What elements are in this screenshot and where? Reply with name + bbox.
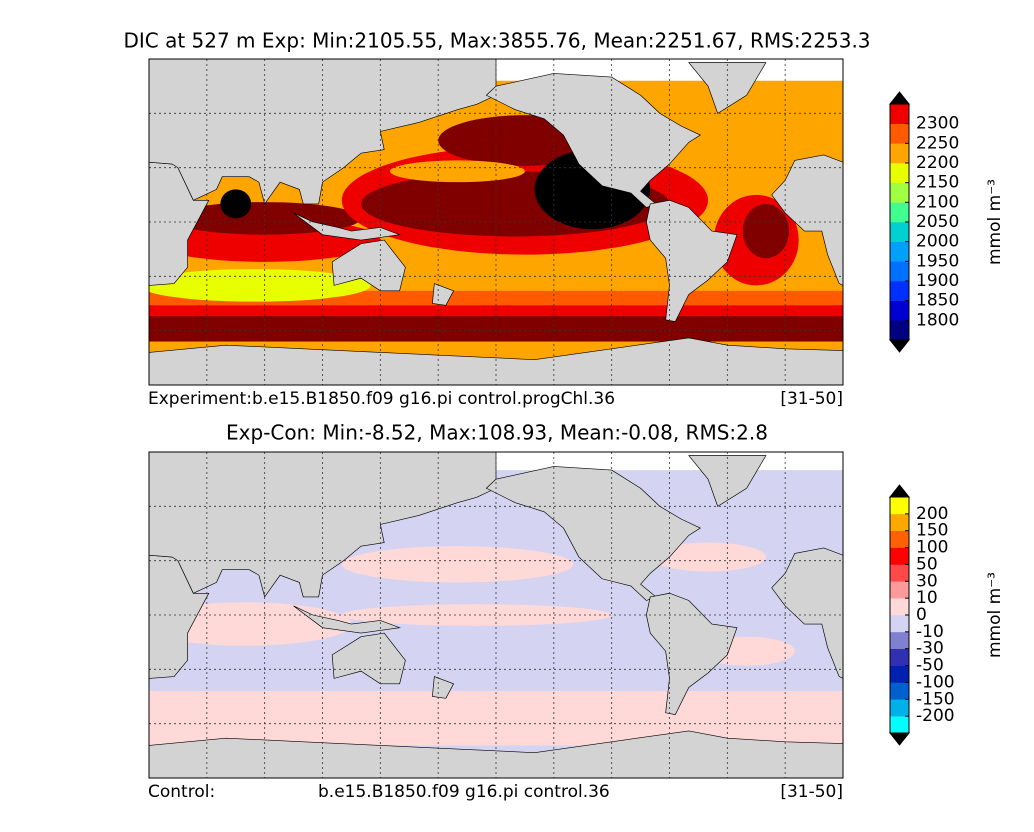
colorbar-tick-label: 1800	[916, 310, 959, 330]
colorbar-segment	[890, 300, 909, 321]
colorbar-tick-label: -200	[916, 706, 955, 726]
colorbar-tick-label: 50	[916, 554, 938, 574]
colorbar-tick-label: 0	[916, 605, 927, 625]
colorbar-segment	[890, 123, 909, 144]
colorbar-unit: mmol m⁻³	[985, 179, 1005, 265]
colorbar-tick-label: 2050	[916, 212, 959, 232]
colorbar-tick-label: 100	[916, 538, 948, 558]
colorbar-segment	[890, 497, 909, 515]
colorbar-segment	[890, 564, 909, 582]
colorbar-segment	[890, 615, 909, 633]
colorbar-extend-under	[888, 732, 911, 746]
colorbar-tick-label: -10	[916, 622, 944, 642]
colorbar-tick-label: -150	[916, 689, 955, 709]
colorbar-tick-label: -50	[916, 656, 944, 676]
panel-title: DIC at 527 m Exp: Min:2105.55, Max:3855.…	[123, 29, 870, 53]
colorbar: -200-150-100-50-30-100103050100150200mmo…	[888, 484, 1005, 746]
footer-text: b.e15.B1850.f09 g16.pi control.36	[318, 782, 610, 802]
colorbar-tick-label: 1850	[916, 291, 959, 311]
colorbar-tick-label: 30	[916, 571, 938, 591]
colorbar-tick-label: 1900	[916, 271, 959, 291]
map-frame	[148, 451, 844, 779]
colorbar-extend-over	[888, 484, 911, 498]
colorbar-segment	[890, 104, 909, 124]
colorbar-tick-label: 200	[916, 504, 948, 524]
colorbar-extend-over	[888, 91, 911, 105]
colorbar-tick-label: 2300	[916, 114, 959, 134]
colorbar-segment	[890, 143, 909, 164]
colorbar-segment	[890, 182, 909, 203]
colorbar-segment	[890, 241, 909, 262]
colorbar-segment	[890, 648, 909, 666]
colorbar-segment	[890, 631, 909, 650]
colorbar-tick-label: 2200	[916, 153, 959, 173]
map-frame	[148, 58, 844, 386]
footer-text: Control:	[148, 782, 215, 802]
colorbar-tick-label: 2000	[916, 232, 959, 252]
colorbar-tick-label: 2100	[916, 192, 959, 212]
graticule	[149, 59, 843, 385]
colorbar-segment	[890, 682, 909, 700]
colorbar-segment	[890, 699, 909, 717]
colorbar-segment	[890, 261, 909, 282]
colorbar-unit: mmol m⁻³	[985, 572, 1005, 658]
footer-text: Experiment:b.e15.B1850.f09 g16.pi contro…	[148, 389, 615, 409]
colorbar-segment	[890, 665, 909, 683]
colorbar-segment	[890, 547, 909, 565]
colorbar-segment	[890, 163, 909, 183]
colorbar-tick-label: -30	[916, 639, 944, 659]
colorbar-segment	[890, 581, 909, 599]
colorbar-segment	[890, 281, 909, 301]
colorbar-segment	[890, 320, 909, 341]
colorbar-extend-under	[888, 339, 911, 353]
colorbar-tick-label: 2150	[916, 173, 959, 193]
colorbar-segment	[890, 202, 909, 223]
panel-title: Exp-Con: Min:-8.52, Max:108.93, Mean:-0.…	[226, 421, 768, 445]
colorbar-tick-label: -100	[916, 672, 955, 692]
colorbar-tick-label: 1950	[916, 251, 959, 271]
graticule	[149, 452, 843, 778]
colorbar-segment	[890, 598, 909, 616]
colorbar-segment	[890, 513, 909, 532]
colorbar-segment	[890, 716, 909, 734]
colorbar-tick-label: 150	[916, 521, 948, 541]
footer-text: [31-50]	[780, 782, 843, 802]
colorbar-tick-label: 10	[916, 588, 938, 608]
colorbar-tick-label: 2250	[916, 133, 959, 153]
colorbar-segment	[890, 222, 909, 242]
colorbar: 1800185019001950200020502100215022002250…	[888, 91, 1005, 353]
footer-text: [31-50]	[780, 389, 843, 409]
colorbar-segment	[890, 530, 909, 548]
